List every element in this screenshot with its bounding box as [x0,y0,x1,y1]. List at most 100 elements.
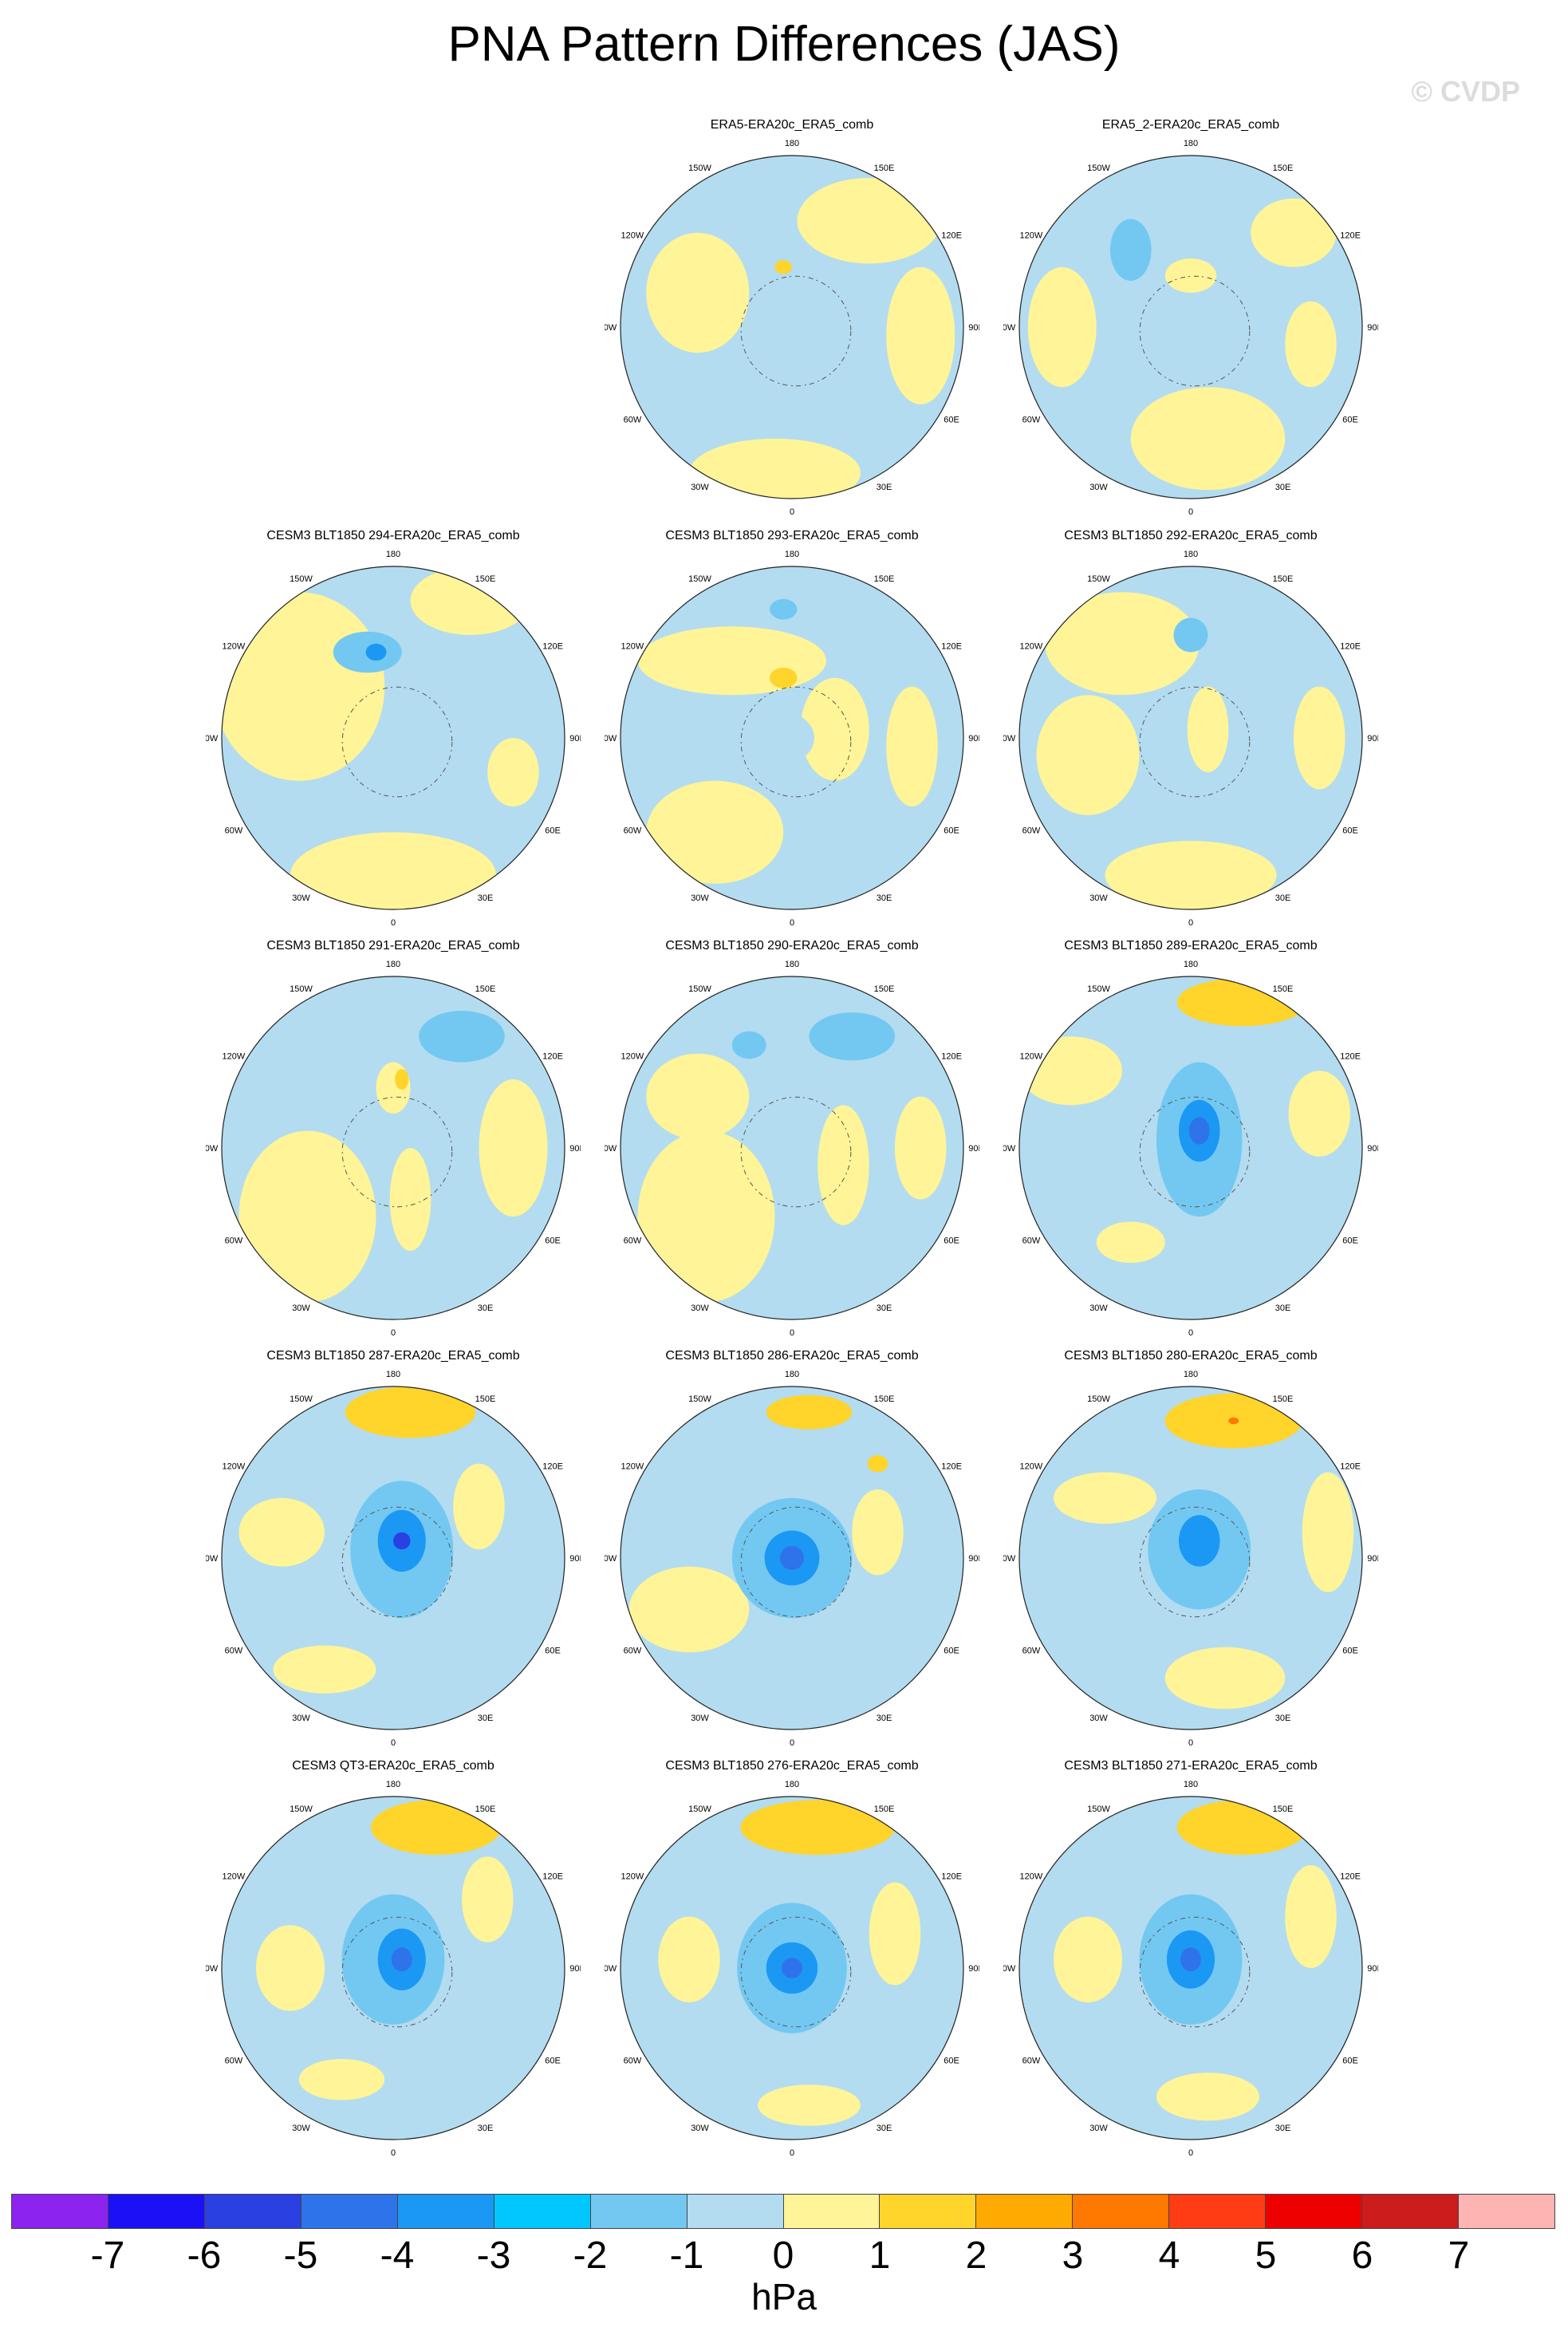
anomaly-region [393,1532,411,1550]
anomaly-region [1130,387,1286,491]
anomaly-region [1187,686,1229,772]
longitude-label: 30E [1275,1304,1291,1313]
coastline [740,686,852,798]
map-panel: ERA5-ERA20c_ERA5_comb 180 150E 120E 90E 60E 30… [605,118,979,533]
longitude-label: 180 [785,1370,799,1379]
polar-map: 180 150E 120E 90E 60E 30E 0 30W 60W 90W 120W 150W [206,1780,581,2158]
coastline [740,1916,852,2028]
anomaly-region [1036,695,1140,815]
longitude-label: 120W [1020,1462,1043,1472]
map-border [1018,1796,1363,2140]
anomaly-region [817,1105,869,1225]
longitude-label: 90E [569,1554,581,1564]
longitude-label: 90W [605,1964,617,1974]
longitude-label: 60W [225,826,243,836]
colorbar-segment [1362,2195,1460,2228]
longitude-label: 150W [688,164,711,173]
longitude-label: 60W [624,416,642,425]
longitude-label: 60W [1022,826,1041,836]
longitude-label: 180 [386,960,400,969]
anomaly-region [766,1394,853,1430]
longitude-label: 30E [877,893,892,903]
longitude-label: 120W [621,1872,644,1882]
longitude-label: 90E [968,734,979,743]
colorbar-tick-label: 2 [965,2234,987,2277]
anomaly-region [1027,266,1097,388]
anomaly-region [740,1800,895,1856]
longitude-label: 180 [386,1780,400,1789]
colorbar-segment [783,2195,881,2228]
longitude-label: 180 [1184,1780,1198,1789]
anomaly-region [782,1958,802,1978]
anomaly-region [637,1130,775,1303]
polar-map: 180 150E 120E 90E 60E 30E 0 30W 60W 90W 120W 150W [605,1370,979,1748]
map-border [620,1796,964,2140]
colorbar-tick-label: -4 [380,2234,415,2277]
anomaly-region [1096,1221,1165,1264]
longitude-label: 150E [475,1804,496,1814]
longitude-label: 120E [941,1052,962,1062]
longitude-label: 180 [785,550,799,559]
colorbar-tick-label: -2 [573,2234,608,2277]
longitude-label: 30W [1089,1304,1108,1313]
longitude-label: 30W [1089,893,1108,903]
longitude-label: 150E [1273,574,1294,584]
anomaly-region [646,780,784,884]
longitude-label: 120E [1340,1872,1361,1882]
longitude-label: 30W [1089,483,1108,492]
longitude-label: 0 [1188,2148,1193,2158]
polar-map: 180 150E 120E 90E 60E 30E 0 30W 60W 90W 120W 150W [1003,1370,1378,1748]
panel-title: CESM3 BLT1850 293-ERA20c_ERA5_comb [665,529,919,542]
longitude-label: 120W [223,1462,246,1472]
longitude-label: 120E [1340,1462,1361,1472]
longitude-label: 120E [1340,1052,1361,1062]
colorbar-segment [1459,2195,1554,2228]
longitude-label: 120E [941,1462,962,1472]
anomaly-region [797,177,942,264]
polar-map: 180 150E 120E 90E 60E 30E 0 30W 60W 90W 120W 150W [605,960,979,1338]
longitude-label: 90E [569,1144,581,1154]
longitude-label: 30E [1275,2124,1291,2133]
longitude-label: 150W [688,1394,711,1404]
anomaly-region [290,832,496,909]
longitude-label: 120E [941,642,962,652]
longitude-label: 0 [391,918,396,928]
longitude-label: 30W [691,1714,709,1723]
longitude-label: 0 [1188,1738,1193,1748]
figure-title: PNA Pattern Differences (JAS) [447,17,1121,72]
longitude-label: 120W [223,642,246,652]
anomaly-region [1164,258,1217,293]
anomaly-region [1105,841,1277,909]
colorbar-tick-label: 1 [869,2234,891,2277]
longitude-label: 30W [292,2124,310,2133]
longitude-label: 90W [605,734,617,743]
anomaly-region [1228,1417,1239,1425]
anomaly-region [1156,2073,1259,2121]
anomaly-region [1054,1472,1156,1524]
longitude-label: 60E [944,2057,959,2066]
longitude-label: 30W [1089,1714,1108,1723]
longitude-label: 180 [1184,550,1198,559]
panel-title: CESM3 BLT1850 276-ERA20c_ERA5_comb [665,1759,919,1773]
colorbar-units: hPa [751,2276,817,2317]
anomaly-region [731,1031,766,1059]
coastline [1139,1096,1251,1208]
longitude-label: 150E [1273,1394,1294,1404]
colorbar-segment [301,2195,398,2228]
colorbar-tick-label: -1 [669,2234,704,2277]
longitude-label: 180 [785,960,799,969]
anomaly-region [410,566,530,635]
longitude-label: 120E [542,1872,563,1882]
polar-map: 180 150E 120E 90E 60E 30E 0 30W 60W 90W 120W 150W [1003,1780,1378,2158]
anomaly-region [886,266,955,404]
longitude-label: 90E [569,734,581,743]
longitude-label: 0 [790,918,794,928]
longitude-label: 0 [790,2148,794,2158]
polar-map: 180 150E 120E 90E 60E 30E 0 30W 60W 90W 120W 150W [605,139,979,517]
anomaly-region [745,280,821,357]
coastline [740,1506,852,1618]
longitude-label: 150W [290,1804,313,1814]
anomaly-region [395,1069,409,1090]
longitude-label: 90E [569,1964,581,1974]
anomaly-region [453,1463,505,1550]
